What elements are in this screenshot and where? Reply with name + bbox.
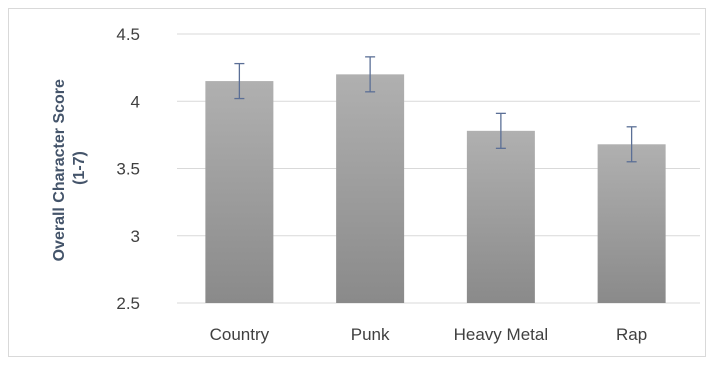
- x-tick-labels: Country Punk Heavy Metal Rap: [210, 325, 648, 344]
- bar: [205, 81, 274, 303]
- x-tick-label: Country: [210, 325, 270, 344]
- y-tick-label: 2.5: [116, 294, 140, 313]
- bar: [597, 144, 666, 303]
- y-tick-label: 3: [131, 227, 140, 246]
- chart-frame: [8, 8, 706, 357]
- bars: [205, 74, 666, 303]
- error-bar: [365, 56, 376, 93]
- bar: [336, 74, 405, 303]
- y-axis-title: Overall Character Score (1-7): [51, 75, 88, 262]
- error-bar: [626, 126, 637, 163]
- x-tick-label: Punk: [351, 325, 390, 344]
- y-tick-label: 4.5: [116, 25, 140, 44]
- y-tick-label: 3.5: [116, 160, 140, 179]
- y-tick-label: 4: [131, 92, 140, 111]
- x-tick-label: Heavy Metal: [454, 325, 548, 344]
- error-bars: [234, 56, 637, 163]
- error-bar: [234, 62, 245, 100]
- bar: [466, 130, 535, 303]
- error-bar: [495, 112, 506, 149]
- x-tick-label: Rap: [616, 325, 647, 344]
- y-tick-labels: 2.5 3 3.5 4 4.5: [116, 25, 140, 313]
